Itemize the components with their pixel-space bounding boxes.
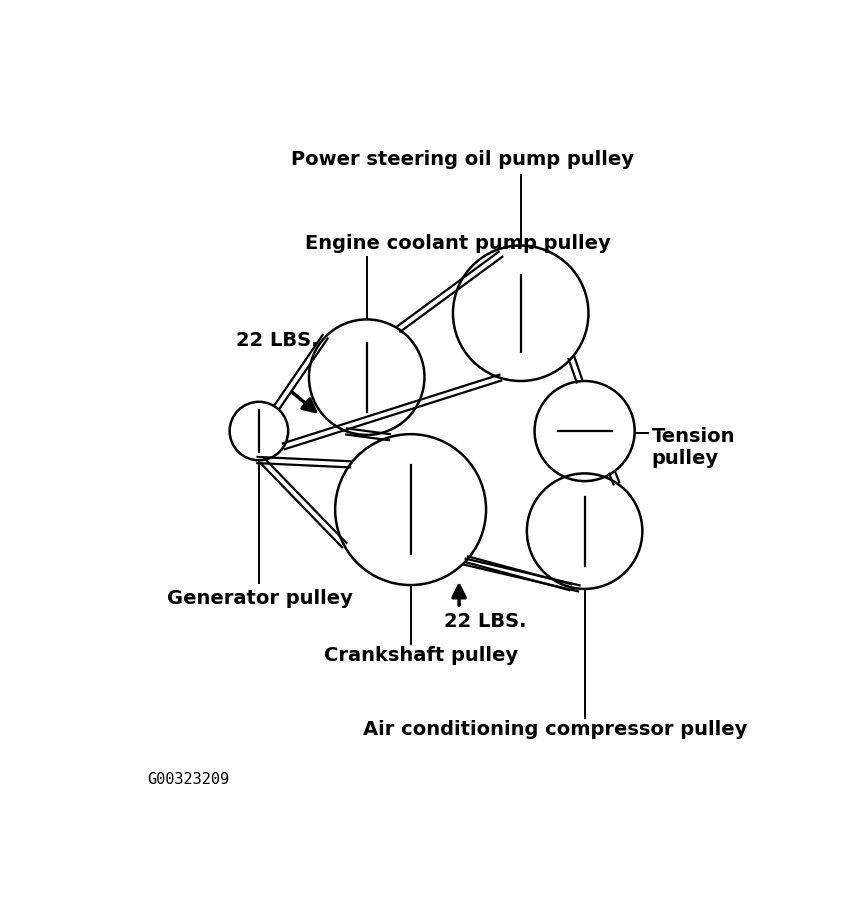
Text: G00323209: G00323209 — [147, 772, 229, 786]
Text: 22 LBS.: 22 LBS. — [235, 330, 318, 349]
Text: Crankshaft pulley: Crankshaft pulley — [324, 646, 518, 665]
Text: Power steering oil pump pulley: Power steering oil pump pulley — [291, 150, 634, 168]
Text: Tension
pulley: Tension pulley — [651, 428, 734, 469]
Text: Engine coolant pump pulley: Engine coolant pump pulley — [305, 235, 610, 254]
Text: Air conditioning compressor pulley: Air conditioning compressor pulley — [362, 720, 746, 739]
Text: Generator pulley: Generator pulley — [166, 589, 352, 608]
Text: 22 LBS.: 22 LBS. — [443, 612, 526, 631]
